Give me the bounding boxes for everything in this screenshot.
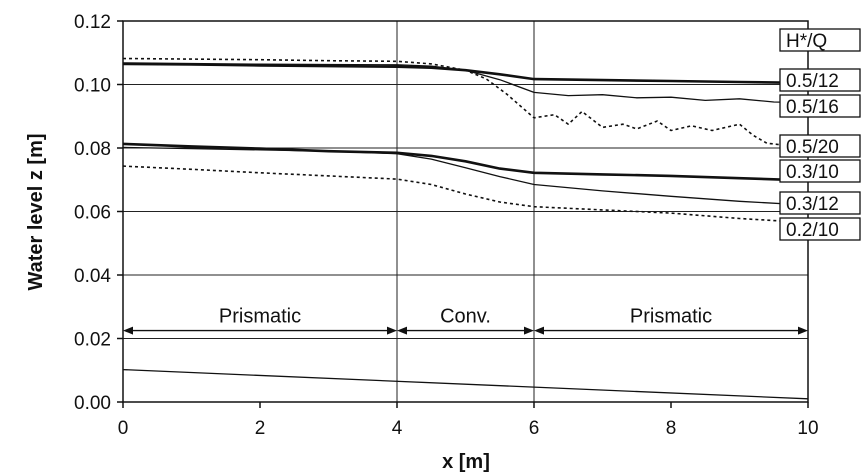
legend-label-0.5-20-box [779, 134, 861, 158]
channel-bed-line [122, 368, 809, 400]
y-tick-label: 0.06 [74, 203, 111, 224]
x-tick-label: 2 [255, 418, 266, 439]
y-tick-label: 0.10 [74, 76, 111, 97]
y-axis-label: Water level z [m] [25, 133, 47, 290]
x-tick-label: 6 [529, 418, 540, 439]
y-axis-ticks: 0.00 0.02 0.04 0.06 0.08 0.10 0.12 [74, 12, 123, 414]
x-axis-label: x [m] [442, 451, 490, 473]
region-label: Conv. [440, 306, 491, 328]
region-label: Prismatic [219, 306, 301, 328]
legend-label-0.5-16-box [779, 94, 861, 118]
legend-label-0.2-10-box [779, 217, 861, 241]
y-tick-label: 0.02 [74, 330, 111, 351]
series-line-0.2-10 [122, 165, 809, 224]
legend-label-0.3-12-box [779, 191, 861, 215]
legend-title: H*/Q [786, 31, 827, 52]
transition-lines [396, 21, 535, 402]
y-tick-label: 0.08 [74, 139, 111, 160]
x-axis-ticks: 0 2 4 6 8 10 [118, 402, 819, 439]
region-annotations: Prismatic Conv. Prismatic [123, 306, 808, 335]
legend-label-0.5-20: 0.5/20 [786, 137, 839, 158]
x-tick-label: 10 [797, 418, 818, 439]
region-label: Prismatic [630, 306, 712, 328]
legend-label-0.5-16: 0.5/16 [786, 97, 839, 118]
legend-label-0.5-12-box [779, 68, 861, 92]
legend-label-0.5-12: 0.5/12 [786, 71, 839, 92]
series-line-0.5-16 [122, 62, 809, 104]
legend-title-box [779, 28, 861, 52]
legend: H*/Q 0.5/12 0.5/16 0.5/20 0.3/10 0.3/12 0.2/10 [779, 28, 861, 241]
legend-label-0.3-10: 0.3/10 [786, 162, 839, 183]
grid-lines [123, 84, 808, 339]
series-line-0.3-10 [122, 142, 809, 182]
series-line-0.3-12 [122, 146, 809, 206]
y-tick-label: 0.00 [74, 393, 111, 414]
legend-label-0.3-12: 0.3/12 [786, 194, 839, 215]
x-tick-label: 0 [118, 418, 129, 439]
legend-label-0.3-10-box [779, 159, 861, 183]
legend-label-0.2-10: 0.2/10 [786, 220, 839, 241]
y-tick-label: 0.12 [74, 12, 111, 33]
x-tick-label: 8 [666, 418, 677, 439]
series-layer [122, 57, 809, 400]
series-line-0.5-20 [122, 57, 809, 147]
y-tick-label: 0.04 [74, 266, 111, 287]
series-line-0.5-12 [122, 62, 809, 85]
x-tick-label: 4 [392, 418, 403, 439]
